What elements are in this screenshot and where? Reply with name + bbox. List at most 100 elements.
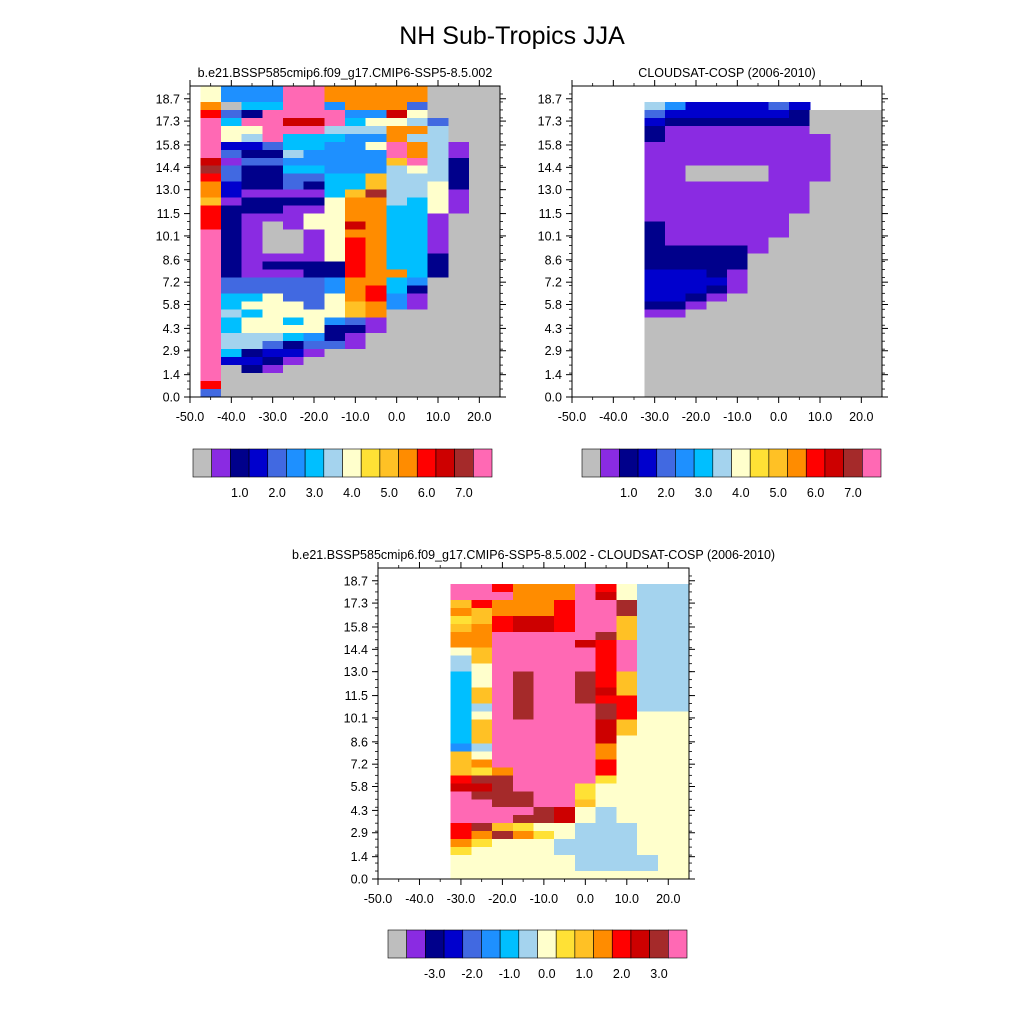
heatmap-cell <box>200 173 222 183</box>
heatmap-cell <box>644 125 666 135</box>
heatmap-cell <box>407 365 429 374</box>
heatmap-cell <box>303 277 325 286</box>
x-tick-label: -10.0 <box>530 892 559 906</box>
heatmap-cell <box>851 141 883 151</box>
heatmap-cell <box>616 631 638 641</box>
heatmap-cell <box>241 213 263 223</box>
heatmap-cell <box>616 823 638 832</box>
heatmap-cell <box>554 751 576 760</box>
colorbar-label: 5.0 <box>770 486 787 500</box>
colorbar-swatch <box>824 448 844 478</box>
heatmap-cell <box>450 839 472 848</box>
heatmap-cell <box>471 599 493 609</box>
heatmap-cell <box>768 141 790 151</box>
heatmap-cell <box>657 591 690 601</box>
heatmap-cell <box>851 205 883 215</box>
heatmap-cell <box>706 189 728 199</box>
heatmap-cell <box>665 325 687 334</box>
heatmap-cell <box>851 229 883 239</box>
heatmap-cell <box>345 293 367 302</box>
heatmap-cell <box>365 109 387 119</box>
heatmap-cell <box>768 245 790 255</box>
heatmap-cell <box>324 389 346 398</box>
y-tick-label: 15.8 <box>156 139 180 153</box>
heatmap-cell <box>365 197 387 207</box>
heatmap-cell <box>200 133 222 143</box>
heatmap-cell <box>789 237 811 247</box>
heatmap-cell <box>200 237 222 247</box>
colorbar-swatch <box>656 448 676 478</box>
heatmap-cell <box>407 157 429 167</box>
heatmap-cell <box>492 711 514 721</box>
heatmap-cell <box>595 791 618 800</box>
heatmap-cell <box>644 285 666 294</box>
heatmap-cell <box>407 125 429 135</box>
colorbar-swatch <box>731 448 751 478</box>
heatmap-cell <box>262 125 284 135</box>
heatmap-cell <box>407 173 429 183</box>
heatmap-cell <box>365 141 387 151</box>
heatmap-cell <box>657 615 690 625</box>
heatmap-cell <box>574 751 597 760</box>
heatmap-cell <box>574 607 597 617</box>
heatmap-cell <box>637 839 659 848</box>
heatmap-cell <box>450 671 472 681</box>
y-tick-label: 8.6 <box>351 735 368 749</box>
heatmap-cell <box>262 357 284 366</box>
heatmap-cell <box>386 341 408 350</box>
heatmap-cell <box>471 607 493 617</box>
heatmap-cell <box>637 599 659 609</box>
heatmap-cell <box>747 253 769 263</box>
heatmap-cell <box>200 101 222 111</box>
heatmap-cell <box>533 815 555 824</box>
heatmap-cell <box>768 285 790 294</box>
heatmap-cell <box>665 173 687 183</box>
heatmap-panel-1: b.e21.BSSP585cmip6.f09_g17.CMIP6-SSP5-8.… <box>156 66 506 424</box>
heatmap-cell <box>241 245 263 255</box>
heatmap-cell <box>448 325 470 334</box>
heatmap-cell <box>685 125 707 135</box>
heatmap-cell <box>533 847 555 856</box>
heatmap-cell <box>657 839 690 848</box>
heatmap-cell <box>830 165 852 175</box>
heatmap-cell <box>616 703 638 713</box>
heatmap-cell <box>512 623 535 633</box>
heatmap-cell <box>386 333 408 342</box>
heatmap-cell <box>830 253 852 263</box>
heatmap-cell <box>469 157 501 167</box>
heatmap-cell <box>554 607 576 617</box>
heatmap-cell <box>851 181 883 191</box>
heatmap-cell <box>345 253 367 263</box>
heatmap-cell <box>644 229 666 239</box>
heatmap-cell <box>665 277 687 286</box>
heatmap-cell <box>789 157 811 167</box>
heatmap-cell <box>706 109 728 119</box>
heatmap-cell <box>324 293 346 302</box>
heatmap-cell <box>241 261 263 271</box>
heatmap-cell <box>706 261 728 271</box>
heatmap-cell <box>727 357 749 366</box>
heatmap-cell <box>616 791 638 800</box>
heatmap-cell <box>386 325 408 334</box>
heatmap-cell <box>407 293 429 302</box>
heatmap-cell <box>747 269 769 278</box>
heatmap-cell <box>789 253 811 263</box>
heatmap-cell <box>657 727 690 737</box>
colorbar-swatch <box>323 448 343 478</box>
heatmap-cell <box>533 671 555 681</box>
heatmap-cell <box>747 117 769 127</box>
heatmap-cell <box>830 213 852 223</box>
heatmap-cell <box>241 117 263 127</box>
heatmap-cell <box>809 221 831 231</box>
heatmap-cell <box>809 325 831 334</box>
heatmap-cell <box>644 301 666 310</box>
heatmap-cell <box>241 181 263 191</box>
heatmap-cell <box>221 109 243 119</box>
heatmap-cell <box>471 775 493 784</box>
heatmap-cell <box>365 133 387 143</box>
heatmap-cell <box>533 703 555 713</box>
heatmap-cell <box>706 117 728 127</box>
heatmap-cell <box>616 615 638 625</box>
heatmap-cell <box>595 863 618 872</box>
heatmap-cell <box>471 615 493 625</box>
